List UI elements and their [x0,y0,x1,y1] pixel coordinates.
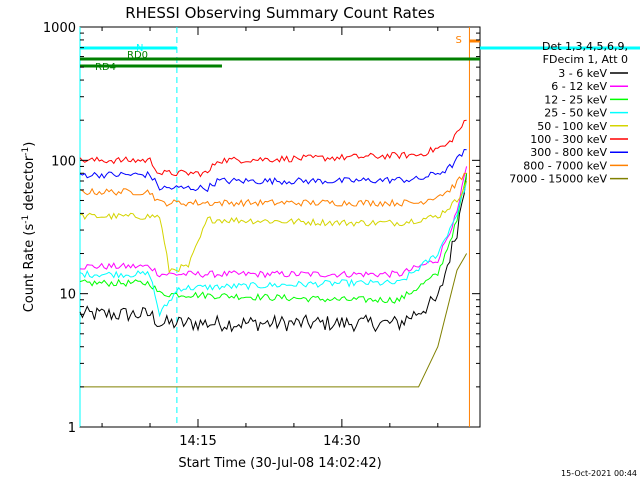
flag-label-rd4: RD4 [95,62,116,73]
x-axis-label: Start Time (30-Jul-08 14:02:42) [178,456,381,471]
series-line-2-0 [79,173,468,304]
instrument-state-lines [79,27,470,427]
series-100-300keV-kev [79,119,467,178]
y-axis-label-main: Count Rate (s [22,224,37,313]
series-line-8-0 [80,253,468,388]
series-line-7-0 [79,172,467,208]
series-6-12keV-kev [79,166,468,279]
series-300-800keV-kev [79,148,467,193]
legend-label: 25 - 50 keV [544,107,607,120]
legend-label: 6 - 12 keV [551,80,607,93]
y-axis-label: Count Rate (s-1 detector-1) [21,142,37,313]
y-axis-label-mid: detector [22,155,37,215]
series-line-6-0 [79,148,467,193]
legend-label: 800 - 7000 keV [523,159,607,172]
y-tick-label: 100 [51,154,76,169]
plot-area: N S RD0 RD4 1 10 100 1000 14:15 14:30 [43,21,640,449]
chart-title: RHESSI Observing Summary Count Rates [125,4,435,22]
legend: Det 1,3,4,5,6,9, FDecim 1, Att 0 3 - 6 k… [509,40,628,186]
series-50-100keV-kev [79,180,468,274]
series-line-3-0 [79,180,468,318]
legend-label: 50 - 100 keV [537,120,607,133]
legend-label: 100 - 300 keV [530,133,607,146]
plot-frame [79,26,481,428]
x-axis-ticks: 14:15 14:30 [101,27,439,449]
y-axis-label-sup-2: -1 [21,147,31,156]
x-tick-label: 14:15 [179,434,216,449]
legend-label: 12 - 25 keV [544,93,607,106]
legend-label: 7000 - 15000 keV [509,173,607,186]
series-line-5-0 [79,119,467,178]
y-tick-label: 1 [68,421,76,436]
series-line-1-0 [79,166,468,279]
series-3-6keV-kev [79,173,468,333]
legend-label: 300 - 800 keV [530,146,607,159]
series-line-0-0 [79,173,468,333]
legend-header-1: Det 1,3,4,5,6,9, [542,40,628,53]
legend-header-2: FDecim 1, Att 0 [543,53,628,66]
series-layer [79,119,468,388]
state-flags: N S RD0 RD4 [80,35,640,73]
y-tick-label: 1000 [43,21,76,36]
series-line-4-0 [79,180,468,274]
flag-label-rd0: RD0 [127,50,148,61]
legend-label: 3 - 6 keV [558,67,607,80]
y-tick-label: 10 [59,288,76,303]
series-12-25keV-kev [79,173,468,304]
y-axis-ticks: 1 10 100 1000 [43,21,480,436]
generated-timestamp: 15-Oct-2021 00:44 [561,469,637,478]
x-tick-label: 14:30 [323,434,360,449]
series-25-50keV-kev [79,180,468,318]
series-800-7000keV-kev [79,172,467,208]
y-axis-label-end: ) [22,142,37,147]
flag-label-s: S [455,35,461,46]
series-7000-15000keV-kev [80,253,468,388]
flag-label-n: N [136,43,143,54]
y-axis-label-sup-1: -1 [21,215,31,224]
